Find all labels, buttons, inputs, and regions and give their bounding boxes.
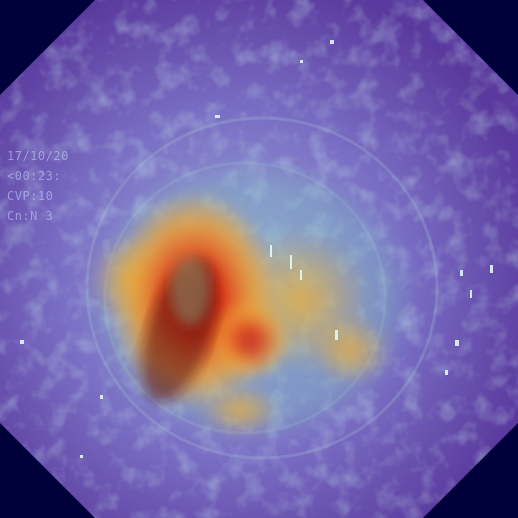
overlay-date: 17/10/20 xyxy=(7,149,69,163)
overlay-cvp: CVP:10 xyxy=(7,189,54,203)
specular-highlights xyxy=(20,40,493,458)
overlay-cn: Cn:N 3 xyxy=(7,209,54,223)
overlay-text: 17/10/20 <00:23: CVP:10 Cn:N 3 xyxy=(7,146,69,226)
overlay-time: <00:23: xyxy=(7,169,62,183)
